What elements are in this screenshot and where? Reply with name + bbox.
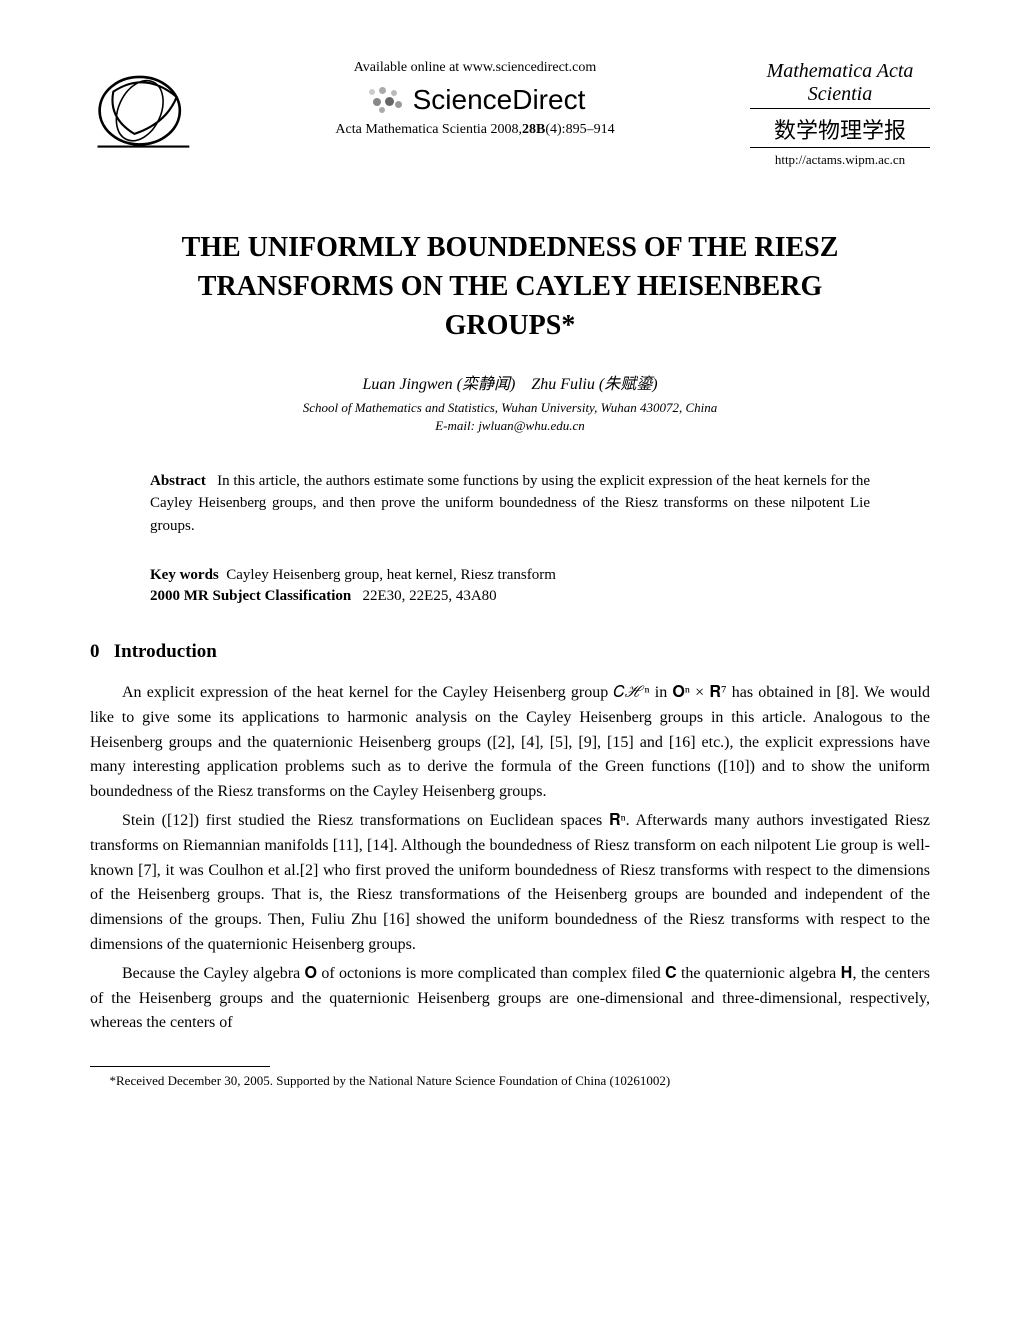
- footnote-text: *Received December 30, 2005. Supported b…: [90, 1073, 930, 1089]
- sciencedirect-logo-row: ScienceDirect: [220, 84, 730, 116]
- abstract-block: Abstract In this article, the authors es…: [150, 470, 870, 538]
- section-title: Introduction: [114, 641, 217, 662]
- abstract-text: In this article, the authors estimate so…: [150, 473, 870, 534]
- affiliation: School of Mathematics and Statistics, Wu…: [90, 400, 930, 416]
- body-paragraph-1: An explicit expression of the heat kerne…: [90, 681, 930, 805]
- journal-chinese-title: 数学物理学报: [750, 111, 930, 148]
- journal-url: http://actams.wipm.ac.cn: [750, 152, 930, 168]
- journal-logo-right: Mathematica Acta Scientia 数学物理学报 http://…: [750, 60, 930, 168]
- keywords-line: Key words Cayley Heisenberg group, heat …: [150, 567, 870, 584]
- header-center: Available online at www.sciencedirect.co…: [200, 60, 750, 138]
- authors-line: Luan Jingwen (栾静闻) Zhu Fuliu (朱赋鎏): [90, 370, 930, 394]
- keywords-text: Cayley Heisenberg group, heat kernel, Ri…: [226, 567, 556, 583]
- msc-line: 2000 MR Subject Classification 22E30, 22…: [150, 588, 870, 605]
- msc-text: 22E30, 22E25, 43A80: [363, 588, 497, 604]
- elsevier-logo: [90, 60, 200, 155]
- footnote-rule: [90, 1066, 270, 1067]
- sciencedirect-name: ScienceDirect: [413, 84, 586, 116]
- volume-issue: 28B: [522, 122, 545, 137]
- pages: (4):895–914: [545, 122, 614, 137]
- body-paragraph-2: Stein ([12]) first studied the Riesz tra…: [90, 809, 930, 958]
- author-email: E-mail: jwluan@whu.edu.cn: [90, 418, 930, 434]
- section-heading-0: 0 Introduction: [90, 641, 930, 663]
- abstract-label: Abstract: [150, 473, 206, 489]
- msc-label: 2000 MR Subject Classification: [150, 588, 351, 604]
- body-paragraph-3: Because the Cayley algebra 𝐎 of octonion…: [90, 962, 930, 1036]
- journal-citation-text: Acta Mathematica Scientia 2008,: [335, 122, 522, 137]
- sciencedirect-dots-icon: [365, 85, 405, 115]
- section-number: 0: [90, 641, 100, 662]
- available-online-text: Available online at www.sciencedirect.co…: [220, 60, 730, 76]
- journal-citation: Acta Mathematica Scientia 2008,28B(4):89…: [220, 122, 730, 138]
- header-row: Available online at www.sciencedirect.co…: [90, 60, 930, 168]
- paper-title: THE UNIFORMLY BOUNDEDNESS OF THE RIESZ T…: [150, 228, 870, 346]
- keywords-label: Key words: [150, 567, 219, 583]
- journal-script-title: Mathematica Acta Scientia: [750, 60, 930, 109]
